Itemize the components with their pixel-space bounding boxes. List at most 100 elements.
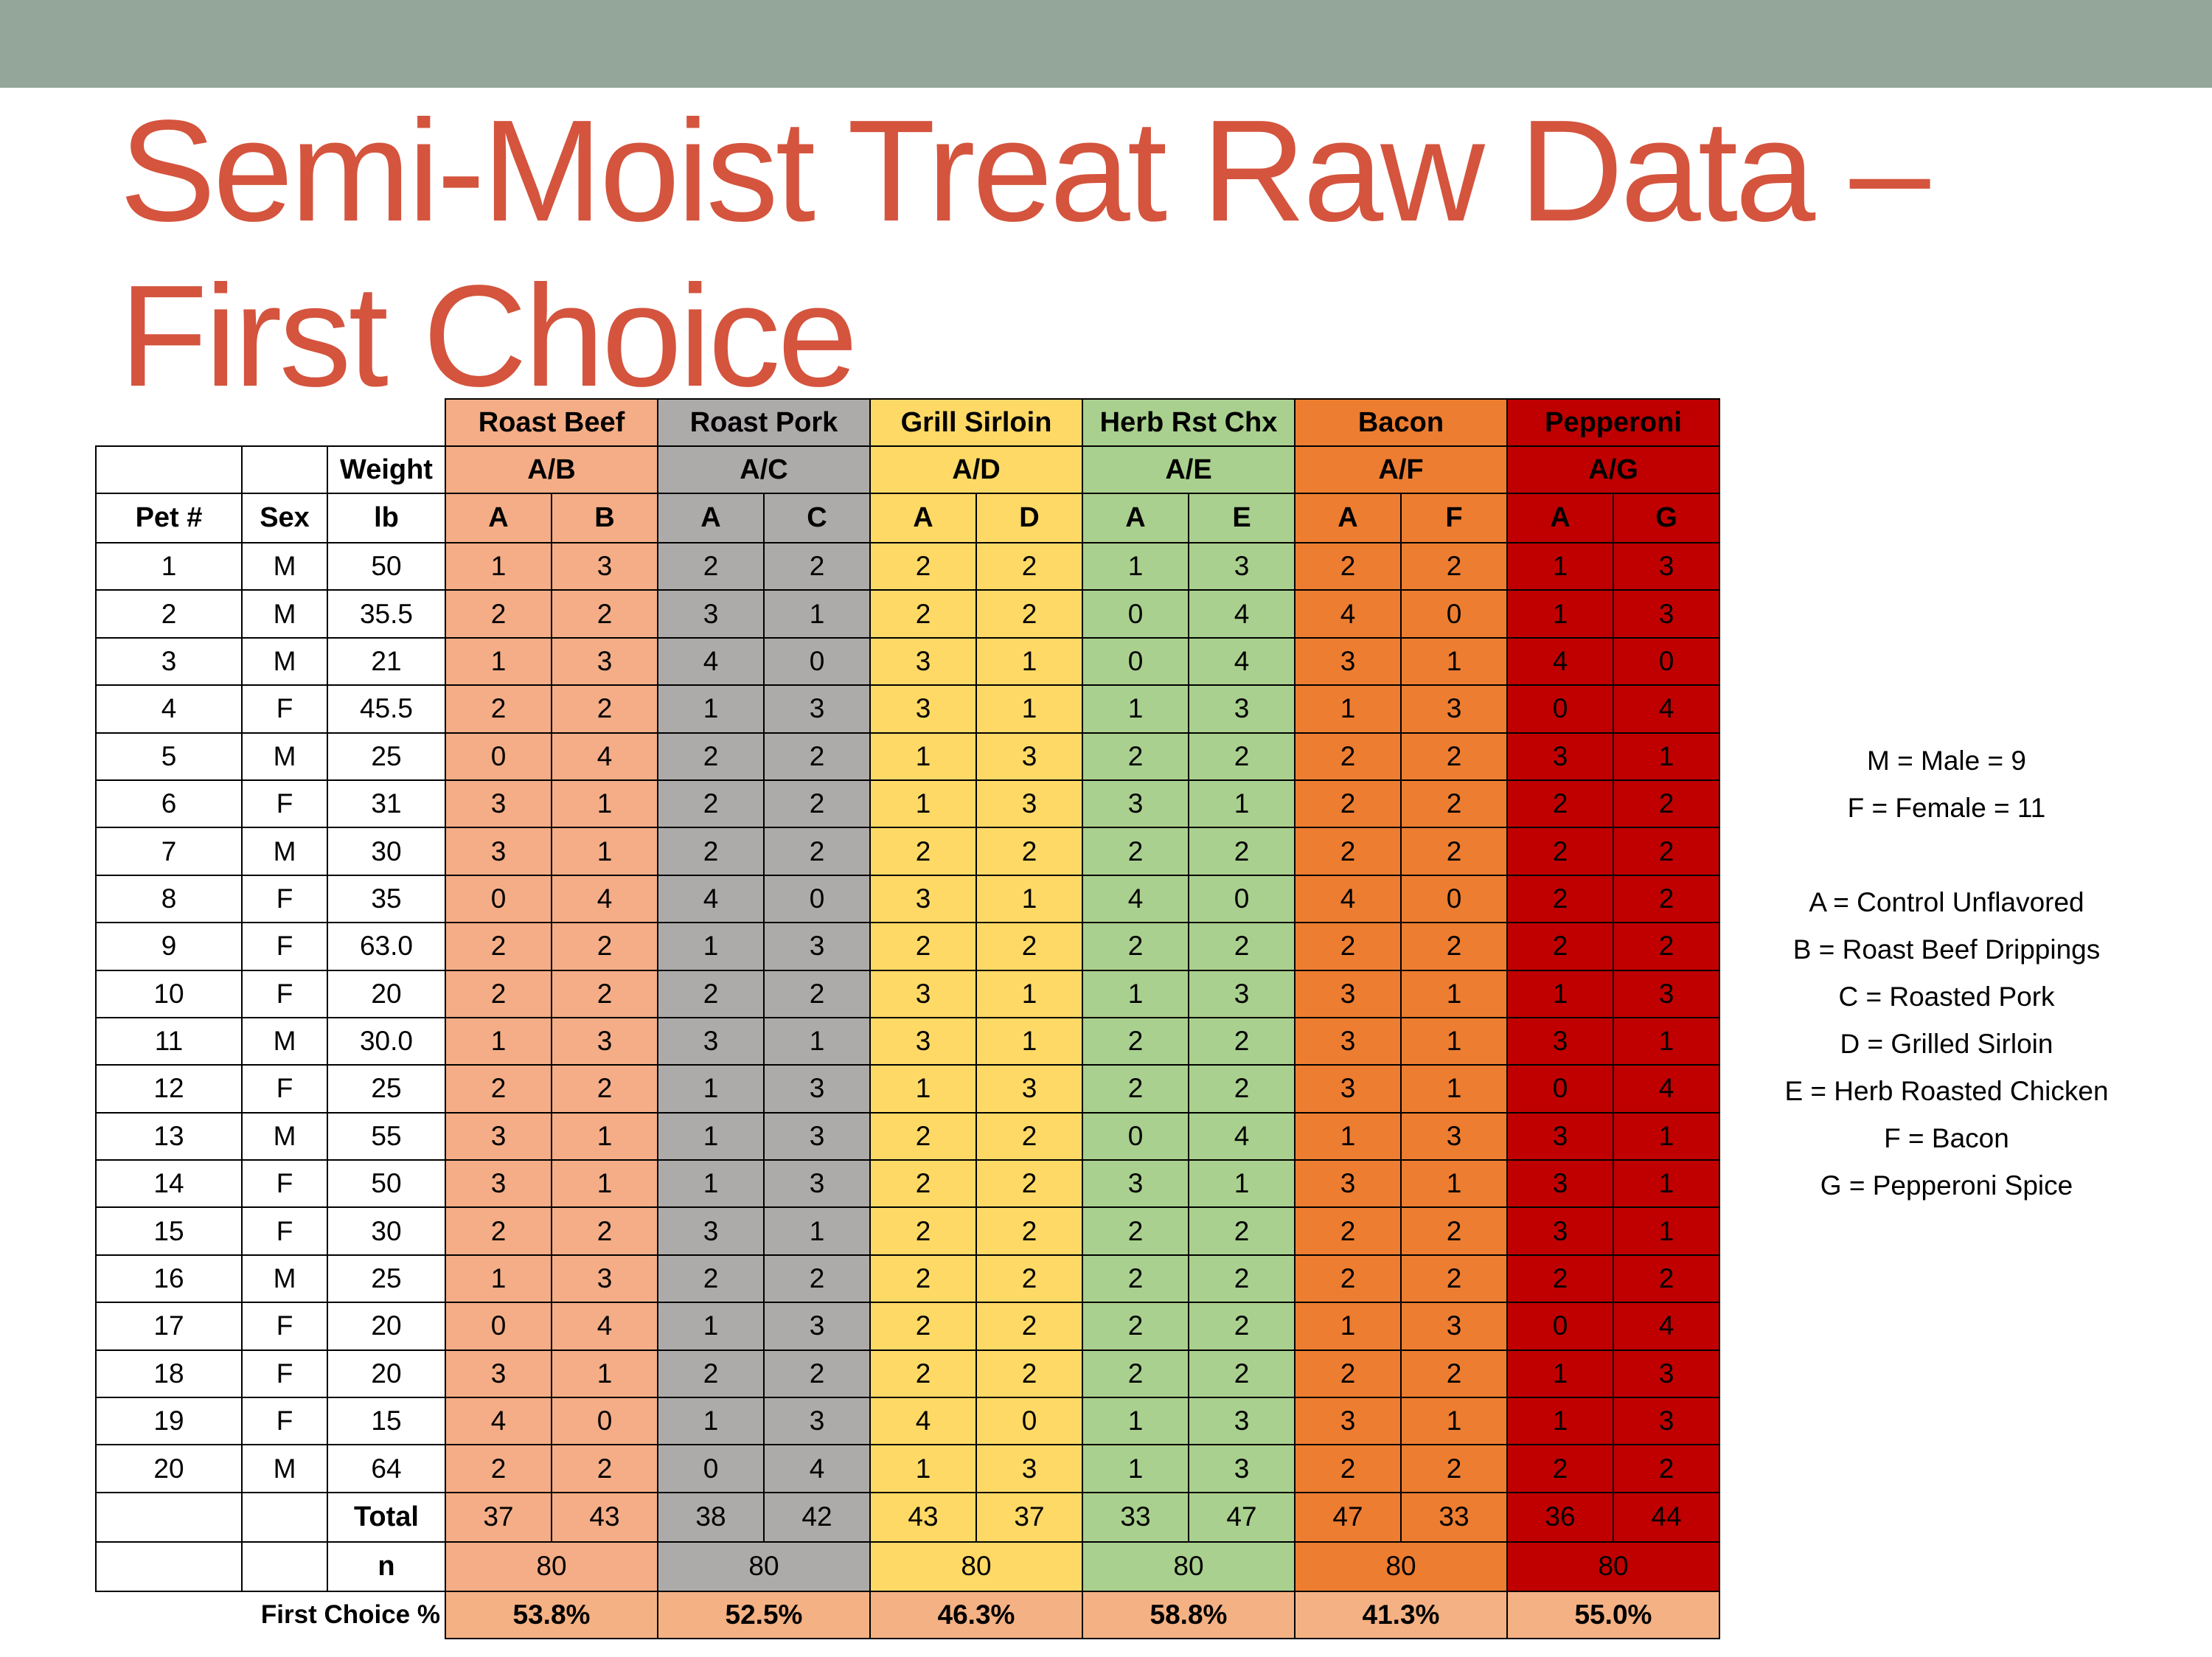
total-value: 33 (1400, 1491, 1508, 1543)
score-cell: 4 (551, 732, 658, 781)
n-blank (95, 1540, 243, 1592)
score-cell: 3 (763, 1111, 871, 1161)
score-cell: 1 (1400, 636, 1508, 687)
score-cell: 2 (975, 1254, 1083, 1304)
top-banner (0, 0, 2212, 88)
weight-value: 30.0 (327, 1016, 446, 1066)
score-cell: 1 (551, 1349, 658, 1399)
sex-value: F (241, 969, 328, 1018)
score-cell: 2 (869, 827, 977, 876)
total-value: 47 (1294, 1491, 1402, 1543)
score-cell: 3 (1188, 541, 1295, 591)
pet-number: 8 (95, 874, 243, 924)
score-cell: 3 (975, 1064, 1083, 1114)
score-cell: 1 (1082, 684, 1189, 734)
score-cell: 3 (1294, 1159, 1402, 1209)
score-cell: 2 (1082, 1254, 1189, 1304)
score-cell: 1 (445, 636, 552, 687)
score-cell: 1 (1506, 969, 1614, 1018)
score-cell: 3 (445, 1159, 552, 1209)
slide-title: Semi-Moist Treat Raw Data – First Choice (119, 88, 2037, 419)
score-cell: 2 (1188, 1064, 1295, 1114)
score-cell: 1 (551, 1111, 658, 1161)
score-cell: 2 (1188, 1206, 1295, 1256)
score-cell: 2 (1294, 1444, 1402, 1493)
pet-header: Pet # (95, 493, 243, 543)
score-cell: 2 (657, 732, 765, 781)
score-cell: 1 (1400, 1064, 1508, 1114)
weight-value: 64 (327, 1444, 446, 1493)
column-letter: A (1506, 493, 1614, 543)
first-choice-value: 46.3% (869, 1590, 1083, 1639)
pet-number: 15 (95, 1206, 243, 1256)
score-cell: 2 (1613, 1254, 1720, 1304)
score-cell: 2 (1506, 1444, 1614, 1493)
weight-value: 45.5 (327, 684, 446, 734)
score-cell: 2 (1400, 922, 1508, 971)
score-cell: 1 (763, 589, 871, 639)
header-blank (241, 445, 328, 494)
score-cell: 1 (1613, 1111, 1720, 1161)
score-cell: 2 (1294, 732, 1402, 781)
score-cell: 1 (1506, 589, 1614, 639)
table-row: 1 M 50 1 3 2 2 2 2 1 3 2 2 1 3 (95, 541, 1720, 591)
score-cell: 3 (1506, 732, 1614, 781)
weight-value: 21 (327, 636, 446, 687)
weight-value: 31 (327, 779, 446, 829)
score-cell: 1 (1188, 1159, 1295, 1209)
score-cell: 3 (551, 541, 658, 591)
sex-value: F (241, 1349, 328, 1399)
score-cell: 2 (1188, 922, 1295, 971)
score-cell: 4 (869, 1397, 977, 1446)
score-cell: 2 (1082, 1064, 1189, 1114)
score-cell: 2 (1294, 922, 1402, 971)
table-row: 20 M 64 2 2 0 4 1 3 1 3 2 2 2 2 (95, 1444, 1720, 1493)
sex-value: F (241, 1302, 328, 1351)
total-value: 44 (1613, 1491, 1720, 1543)
score-cell: 2 (1400, 1349, 1508, 1399)
n-value: 80 (869, 1540, 1083, 1592)
score-cell: 2 (445, 684, 552, 734)
score-cell: 1 (445, 541, 552, 591)
score-cell: 4 (1613, 1064, 1720, 1114)
group-pair: A/B (445, 445, 658, 494)
score-cell: 3 (445, 1111, 552, 1161)
score-cell: 3 (657, 589, 765, 639)
legend-item: B = Roast Beef Drippings (1792, 934, 2101, 965)
score-cell: 2 (1400, 1444, 1508, 1493)
score-cell: 1 (657, 1064, 765, 1114)
total-blank (241, 1491, 328, 1543)
score-cell: 3 (763, 1159, 871, 1209)
score-cell: 1 (975, 636, 1083, 687)
score-cell: 2 (657, 1254, 765, 1304)
pet-number: 2 (95, 589, 243, 639)
sex-value: M (241, 1444, 328, 1493)
score-cell: 4 (1082, 874, 1189, 924)
score-cell: 1 (1082, 1444, 1189, 1493)
score-cell: 1 (1506, 541, 1614, 591)
score-cell: 2 (1613, 827, 1720, 876)
score-cell: 1 (657, 922, 765, 971)
score-cell: 1 (551, 827, 658, 876)
pet-number: 12 (95, 1064, 243, 1114)
pet-number: 10 (95, 969, 243, 1018)
total-value: 36 (1506, 1491, 1614, 1543)
column-letter: C (763, 493, 871, 543)
score-cell: 3 (1294, 969, 1402, 1018)
n-value: 80 (657, 1540, 871, 1592)
pet-number: 1 (95, 541, 243, 591)
score-cell: 2 (551, 684, 658, 734)
legend-item: C = Roasted Pork (1838, 982, 2055, 1012)
score-cell: 2 (763, 969, 871, 1018)
sex-value: M (241, 732, 328, 781)
score-cell: 3 (1188, 684, 1295, 734)
score-cell: 1 (763, 1206, 871, 1256)
score-cell: 1 (975, 1016, 1083, 1066)
sex-value: F (241, 1064, 328, 1114)
score-cell: 2 (1188, 1302, 1295, 1351)
score-cell: 2 (1294, 827, 1402, 876)
score-cell: 0 (1082, 636, 1189, 687)
total-row: Total 37 43 38 42 43 37 33 47 47 33 36 44 (95, 1491, 1720, 1543)
score-cell: 0 (1188, 874, 1295, 924)
score-cell: 1 (657, 1397, 765, 1446)
